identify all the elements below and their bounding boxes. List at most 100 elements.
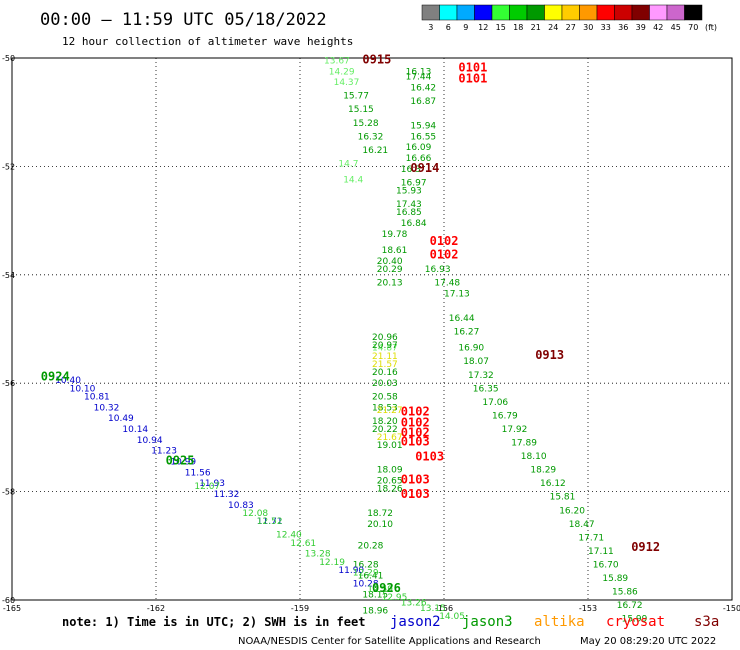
scale-swatch <box>474 4 493 21</box>
wave-height-value: 15.15 <box>348 105 374 115</box>
scale-swatch <box>456 4 475 21</box>
track-time-label: 0914 <box>410 161 439 175</box>
footer-note: note: 1) Time is in UTC; 2) SWH is in fe… <box>62 615 365 629</box>
wave-height-value: 12.61 <box>290 539 316 549</box>
wave-height-value: 16.28 <box>353 560 379 570</box>
wave-height-value: 17.71 <box>578 533 604 543</box>
track-time-label: 0924 <box>41 369 70 383</box>
wave-height-value: 16.85 <box>396 208 422 218</box>
wave-height-value: 19.78 <box>382 230 408 240</box>
scale-label: 39 <box>636 23 646 32</box>
wave-height-value: 12.95 <box>382 593 408 603</box>
wave-height-value: 14.87 <box>372 344 398 354</box>
wave-height-value: 18.15 <box>362 590 388 600</box>
y-tick-label: -58 <box>2 488 15 497</box>
track-time-label: 0102 <box>430 234 459 248</box>
wave-height-value: 10.14 <box>122 425 148 435</box>
wave-height-value: 16.87 <box>410 97 436 107</box>
wave-height-value: 20.96 <box>372 333 398 343</box>
wave-height-value: 16.70 <box>593 560 619 570</box>
wave-height-value: 16.84 <box>401 219 427 229</box>
wave-height-value: 11.71 <box>257 517 283 527</box>
scale-label: 12 <box>478 23 488 32</box>
wave-height-value: 15.93 <box>396 187 422 197</box>
wave-height-value: 10.49 <box>108 414 134 424</box>
wave-height-value: 17.32 <box>468 371 494 381</box>
wave-height-value: 11.56 <box>185 468 211 478</box>
scale-label: 21 <box>531 23 541 32</box>
scale-unit: (ft) <box>705 23 717 32</box>
scale-swatch <box>614 4 633 21</box>
wave-height-value: 10.99 <box>170 458 196 468</box>
track-time-label: 0103 <box>401 435 430 449</box>
y-tick-label: -50 <box>2 54 15 63</box>
wave-height-value: 16.90 <box>458 344 484 354</box>
scale-swatch <box>439 4 458 21</box>
scale-swatch <box>526 4 545 21</box>
y-tick-label: -60 <box>2 596 15 605</box>
wave-height-value: 17.48 <box>434 279 460 289</box>
scale-swatch <box>666 4 685 21</box>
wave-height-value: 18.07 <box>463 357 489 367</box>
wave-height-value: 10.40 <box>55 376 81 386</box>
wave-height-value: 13.15 <box>420 604 446 614</box>
wave-height-value: 20.22 <box>372 425 398 435</box>
x-tick-label: -156 <box>435 604 453 613</box>
wave-height-value: 17.06 <box>482 398 508 408</box>
scale-label: 6 <box>446 23 451 32</box>
wave-height-value: 16.21 <box>362 146 388 156</box>
scale-swatch <box>561 4 580 21</box>
track-time-label: 0102 <box>401 416 430 430</box>
scale-label: 45 <box>671 23 681 32</box>
x-tick-label: -153 <box>579 604 597 613</box>
wave-height-value: 16.72 <box>617 601 643 611</box>
scale-swatch <box>684 4 703 21</box>
wave-height-value: 20.65 <box>377 476 403 486</box>
wave-height-value: 18.61 <box>382 246 408 256</box>
wave-height-value: 21.27 <box>377 406 403 416</box>
wave-height-value: 12.08 <box>242 509 268 519</box>
satellite-legend: jason2 jason3 altika cryosat s3a <box>390 614 719 630</box>
wave-height-value: 16.35 <box>473 384 499 394</box>
wave-height-value: 21.57 <box>372 360 398 370</box>
track-time-label: 0913 <box>535 348 564 362</box>
satellite-legend-s3a: s3a <box>694 614 719 630</box>
scale-swatch <box>491 4 510 21</box>
wave-height-value: 18.26 <box>377 485 403 495</box>
satellite-legend-altika: altika <box>534 614 585 630</box>
satellite-legend-jason2: jason2 <box>390 614 441 630</box>
wave-height-value: 16.66 <box>406 154 432 164</box>
wave-height-value: 17.92 <box>502 425 528 435</box>
wave-height-value: 19.01 <box>377 441 403 451</box>
scale-label: 18 <box>513 23 523 32</box>
wave-height-value: 16.32 <box>358 132 384 142</box>
track-time-label: 0102 <box>401 405 430 419</box>
scale-swatch <box>579 4 598 21</box>
wave-height-value: 12.19 <box>319 558 345 568</box>
wave-height-value: 18.09 <box>377 466 403 476</box>
wave-height-value: 15.28 <box>353 119 379 129</box>
y-tick-label: -52 <box>2 162 15 171</box>
wave-height-value: 15.86 <box>612 588 638 598</box>
wave-height-value: 20.40 <box>377 257 403 267</box>
wave-height-value: 20.58 <box>372 392 398 402</box>
x-tick-label: -159 <box>291 604 309 613</box>
wave-height-value: 15.94 <box>410 121 436 131</box>
scale-swatch <box>421 4 440 21</box>
wave-height-value: 20.16 <box>372 368 398 378</box>
scale-swatch <box>596 4 615 21</box>
wave-height-value: 16.41 <box>358 571 384 581</box>
wave-height-value: 14.4 <box>343 176 363 186</box>
wave-height-value: 10.94 <box>137 436 163 446</box>
wave-height-value: 18.72 <box>367 509 393 519</box>
wave-height-value: 20.10 <box>367 520 393 530</box>
scale-swatch <box>544 4 563 21</box>
wave-height-value: 16.20 <box>559 506 585 516</box>
track-time-label: 0103 <box>401 487 430 501</box>
wave-height-value: 15.77 <box>343 92 369 102</box>
wave-height-value: 10.10 <box>70 384 96 394</box>
wave-height-value: 18.10 <box>521 452 547 462</box>
scale-label: 24 <box>548 23 558 32</box>
chart-title: 00:00 – 11:59 UTC 05/18/2022 <box>40 10 327 30</box>
wave-height-value: 15.99 <box>622 615 648 625</box>
